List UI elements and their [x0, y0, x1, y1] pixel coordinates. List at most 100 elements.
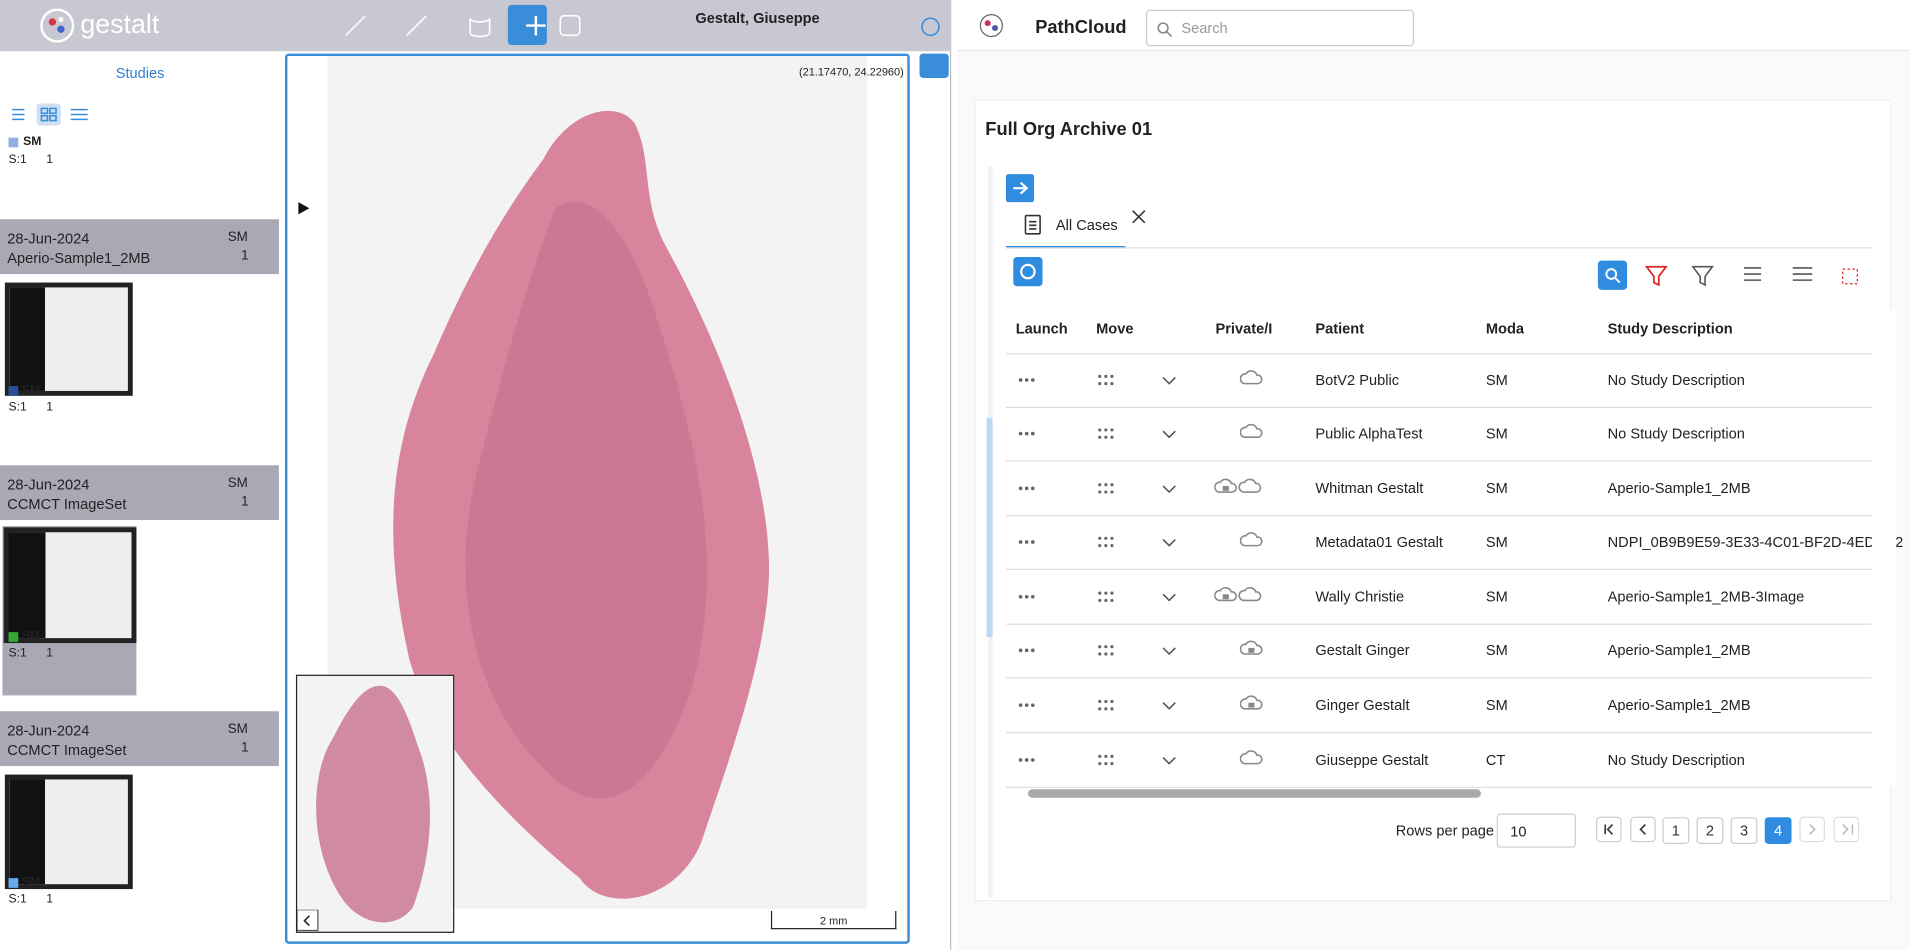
expand-row[interactable] — [1161, 537, 1178, 548]
series-thumbnail[interactable] — [4, 282, 133, 396]
expand-row[interactable] — [1161, 755, 1178, 766]
tab-all-cases[interactable]: All Cases — [1005, 207, 1126, 249]
search-box[interactable]: Search — [1146, 9, 1414, 47]
arrow-icon — [1013, 181, 1029, 195]
study-modality: SM — [227, 722, 248, 737]
drag-handle[interactable] — [1097, 699, 1114, 711]
cell: Public AlphaTest — [1315, 425, 1423, 443]
h-scroll-thumb[interactable] — [1027, 789, 1481, 798]
expand-row[interactable] — [1161, 484, 1178, 495]
rows-per-page-select[interactable]: 10 — [1496, 813, 1576, 848]
cell: Aperio-Sample1_2MB — [1607, 479, 1751, 497]
thumb-swatch — [8, 632, 19, 642]
row-menu[interactable] — [1018, 755, 1035, 765]
thumb-modality: SM — [21, 875, 41, 890]
study-card[interactable] — [0, 219, 279, 275]
study-count: 1 — [241, 740, 249, 756]
archive-card: Full Org Archive 01 — [974, 99, 1892, 902]
cell: No Study Description — [1607, 751, 1745, 769]
cell: Metadata01 Gestalt — [1315, 533, 1443, 551]
row-divider — [1005, 515, 1872, 517]
table-tools[interactable] — [1644, 263, 1863, 290]
cell: SM — [1485, 371, 1508, 389]
thumb-instances: 1 — [46, 646, 54, 661]
expand-row[interactable] — [1161, 375, 1178, 386]
column-header[interactable]: Move — [1096, 320, 1134, 338]
study-modality: SM — [227, 230, 248, 245]
minimap[interactable] — [295, 674, 455, 933]
cell: Wally Christie — [1315, 588, 1405, 606]
minimap-tissue — [316, 685, 430, 923]
tab-icon — [1024, 214, 1041, 235]
page-button[interactable]: 4 — [1764, 817, 1792, 845]
row-menu[interactable] — [1018, 484, 1035, 494]
column-header[interactable]: Private/I — [1215, 320, 1273, 338]
row-menu[interactable] — [1018, 592, 1035, 602]
rows-per-page-value: 10 — [1510, 823, 1527, 841]
study-date: 28-Jun-2024 — [7, 722, 90, 740]
row-divider — [1005, 677, 1872, 679]
scale-label: 2 mm — [819, 914, 848, 927]
series-thumbnail[interactable] — [4, 774, 133, 890]
drag-handle[interactable] — [1097, 482, 1114, 494]
column-header[interactable]: Moda — [1485, 320, 1525, 338]
cell: NDPI_0B9B9E59-3E33-4C01-BF2D-4EDBD2 — [1607, 533, 1904, 551]
cell: SM — [1485, 641, 1508, 659]
cell: Giuseppe Gestalt — [1315, 751, 1429, 769]
row-menu[interactable] — [1018, 537, 1035, 547]
study-card[interactable] — [0, 711, 279, 767]
study-date: 28-Jun-2024 — [7, 230, 90, 248]
expand-row[interactable] — [1161, 645, 1178, 656]
page-button[interactable]: 3 — [1730, 817, 1758, 845]
tab-label: All Cases — [1055, 216, 1118, 234]
right-collapse[interactable] — [919, 53, 949, 78]
view-toggles[interactable] — [7, 103, 92, 126]
cell: Gestalt Ginger — [1315, 641, 1410, 659]
tab-close[interactable] — [1131, 209, 1146, 224]
minimap-collapse[interactable] — [297, 909, 319, 932]
drag-handle[interactable] — [1097, 374, 1114, 386]
thumb-modality: SM — [21, 629, 41, 644]
refresh-button[interactable] — [1013, 256, 1043, 287]
open-button[interactable] — [1005, 174, 1034, 203]
viewer-toolbar: gestalt Gestalt, Giuseppe — [0, 0, 952, 52]
study-name: CCMCT ImageSet — [7, 495, 127, 513]
tool-icons — [345, 15, 581, 38]
row-divider — [1005, 568, 1872, 570]
panel-title: Studies — [115, 64, 165, 82]
column-header[interactable]: Patient — [1315, 320, 1365, 338]
column-header[interactable]: Study Description — [1607, 320, 1733, 338]
series-thumbnail[interactable] — [3, 527, 137, 644]
expand-row[interactable] — [1161, 700, 1178, 711]
page-button[interactable]: 1 — [1662, 817, 1690, 845]
expand-row[interactable] — [1161, 592, 1178, 603]
row-menu[interactable] — [1018, 645, 1035, 655]
search-toggle[interactable] — [1597, 260, 1628, 290]
row-menu[interactable] — [1018, 375, 1035, 385]
archive-title: Full Org Archive 01 — [985, 119, 1153, 141]
drag-handle[interactable] — [1097, 536, 1114, 548]
study-card[interactable] — [0, 465, 279, 521]
settings-icon[interactable] — [918, 15, 942, 39]
drag-handle[interactable] — [1097, 427, 1114, 439]
search-placeholder: Search — [1181, 19, 1228, 37]
expand-row[interactable] — [1161, 429, 1178, 440]
h-scrollbar[interactable] — [1006, 786, 1872, 803]
last-page[interactable] — [1799, 816, 1862, 845]
row-menu[interactable] — [1018, 429, 1035, 439]
drag-handle[interactable] — [1097, 591, 1114, 603]
thumb-swatch — [8, 878, 19, 888]
filter-series: S:1 — [8, 153, 27, 167]
column-header[interactable]: Launch — [1015, 320, 1068, 338]
page-button[interactable]: 2 — [1696, 817, 1724, 845]
thumb-instances: 1 — [46, 400, 54, 415]
scale-bar: 2 mm — [770, 910, 897, 930]
access-icons — [1239, 750, 1263, 765]
row-menu[interactable] — [1018, 700, 1035, 710]
first-page[interactable] — [1595, 816, 1658, 845]
drag-handle[interactable] — [1097, 754, 1114, 766]
drag-handle[interactable] — [1097, 644, 1114, 656]
access-icons — [1214, 586, 1262, 602]
row-divider — [1005, 460, 1872, 462]
expand-panel[interactable] — [295, 200, 312, 217]
